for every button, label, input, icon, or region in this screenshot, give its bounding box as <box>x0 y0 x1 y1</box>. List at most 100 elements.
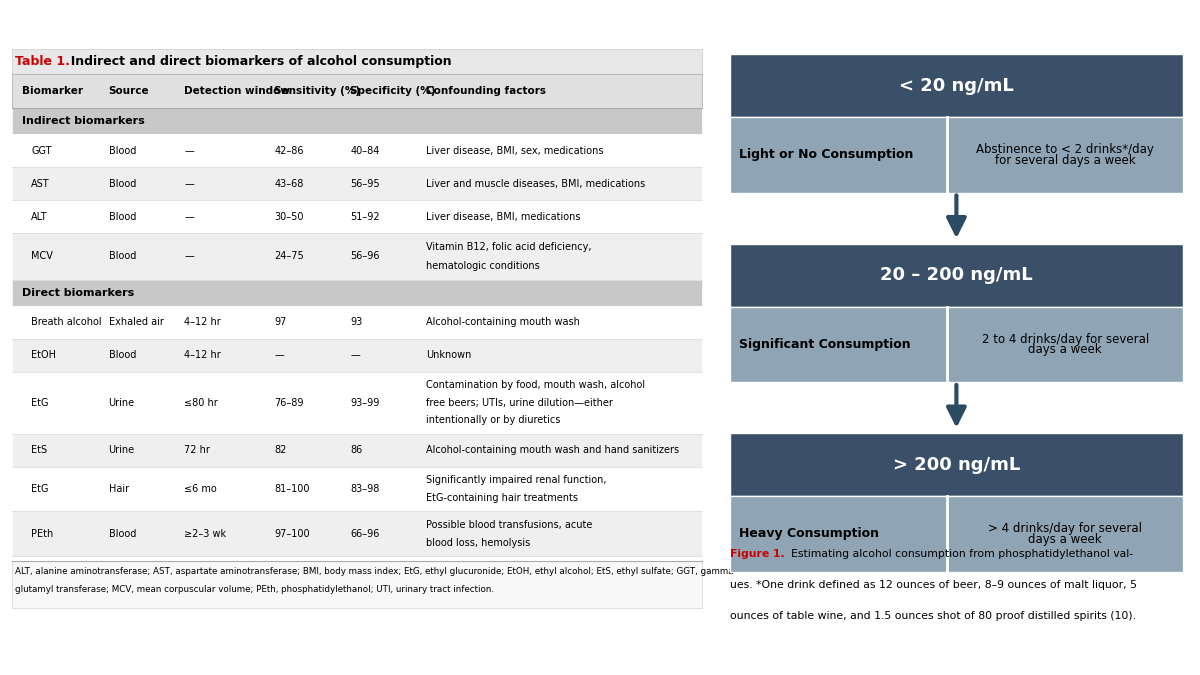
Text: Indirect and direct biomarkers of alcohol consumption: Indirect and direct biomarkers of alcoho… <box>62 55 452 68</box>
Text: Significantly impaired renal function,: Significantly impaired renal function, <box>426 475 606 485</box>
Text: Figure 1.: Figure 1. <box>730 549 785 559</box>
Text: 20 – 200 ng/mL: 20 – 200 ng/mL <box>880 266 1033 284</box>
Text: 86: 86 <box>350 445 362 455</box>
Text: —: — <box>185 179 194 189</box>
Text: Urine: Urine <box>109 445 134 455</box>
Text: days a week: days a week <box>1028 343 1102 356</box>
Text: 56–95: 56–95 <box>350 179 379 189</box>
Bar <box>730 306 1183 382</box>
Text: hematologic conditions: hematologic conditions <box>426 261 540 271</box>
Text: ALT, alanine aminotransferase; AST, aspartate aminotransferase; BMI, body mass i: ALT, alanine aminotransferase; AST, aspa… <box>16 567 737 576</box>
Text: ues. *One drink defined as 12 ounces of beer, 8–9 ounces of malt liquor, 5: ues. *One drink defined as 12 ounces of … <box>730 580 1136 590</box>
Text: Detection window: Detection window <box>185 86 290 97</box>
Text: blood loss, hemolysis: blood loss, hemolysis <box>426 537 530 547</box>
Text: 43–68: 43–68 <box>274 179 304 189</box>
Text: ≤6 mo: ≤6 mo <box>185 484 217 494</box>
Text: Blood: Blood <box>109 146 136 156</box>
Bar <box>730 244 1183 306</box>
Text: Indirect biomarkers: Indirect biomarkers <box>23 116 145 126</box>
Text: < 20 ng/mL: < 20 ng/mL <box>899 76 1014 95</box>
Text: glutamyl transferase; MCV, mean corpuscular volume; PEth, phosphatidylethanol; U: glutamyl transferase; MCV, mean corpuscu… <box>16 585 494 593</box>
Text: EtG-containing hair treatments: EtG-containing hair treatments <box>426 493 578 503</box>
Text: Estimating alcohol consumption from phosphatidylethanol val-: Estimating alcohol consumption from phos… <box>791 549 1133 559</box>
Text: Blood: Blood <box>109 212 136 221</box>
Text: Abstinence to < 2 drinks*/day: Abstinence to < 2 drinks*/day <box>977 143 1154 156</box>
Text: EtG: EtG <box>31 398 49 408</box>
Text: AST: AST <box>31 179 50 189</box>
Text: Liver disease, BMI, medications: Liver disease, BMI, medications <box>426 212 581 221</box>
Text: 93–99: 93–99 <box>350 398 379 408</box>
Text: 82: 82 <box>274 445 287 455</box>
Bar <box>12 371 702 433</box>
Text: 42–86: 42–86 <box>274 146 304 156</box>
Text: Sensitivity (%): Sensitivity (%) <box>274 86 360 97</box>
Text: 72 hr: 72 hr <box>185 445 210 455</box>
Text: Blood: Blood <box>109 350 136 360</box>
Text: Vitamin B12, folic acid deficiency,: Vitamin B12, folic acid deficiency, <box>426 242 592 252</box>
Text: ≤80 hr: ≤80 hr <box>185 398 218 408</box>
Text: Liver and muscle diseases, BMI, medications: Liver and muscle diseases, BMI, medicati… <box>426 179 646 189</box>
Text: —: — <box>274 350 284 360</box>
Text: —: — <box>185 212 194 221</box>
Text: Table 1.: Table 1. <box>16 55 71 68</box>
Bar <box>12 108 702 134</box>
Bar <box>12 200 702 233</box>
Text: PEth: PEth <box>31 529 54 539</box>
Text: Direct biomarkers: Direct biomarkers <box>23 288 134 298</box>
Bar <box>12 74 702 108</box>
Text: 97–100: 97–100 <box>274 529 310 539</box>
Text: Contamination by food, mouth wash, alcohol: Contamination by food, mouth wash, alcoh… <box>426 380 646 390</box>
Text: 76–89: 76–89 <box>274 398 304 408</box>
Text: 56–96: 56–96 <box>350 251 379 261</box>
Text: Urine: Urine <box>109 398 134 408</box>
Text: 40–84: 40–84 <box>350 146 379 156</box>
Bar <box>12 339 702 371</box>
Bar <box>730 117 1183 192</box>
Text: EtG: EtG <box>31 484 49 494</box>
Text: MCV: MCV <box>31 251 53 261</box>
Text: Blood: Blood <box>109 529 136 539</box>
Text: Unknown: Unknown <box>426 350 472 360</box>
Bar <box>12 466 702 511</box>
Bar <box>12 511 702 556</box>
Text: EtOH: EtOH <box>31 350 56 360</box>
Text: Blood: Blood <box>109 251 136 261</box>
Text: Alcohol-containing mouth wash: Alcohol-containing mouth wash <box>426 317 580 327</box>
Text: GGT: GGT <box>31 146 52 156</box>
Text: ounces of table wine, and 1.5 ounces shot of 80 proof distilled spirits (10).: ounces of table wine, and 1.5 ounces sho… <box>730 611 1135 621</box>
Text: > 4 drinks/day for several: > 4 drinks/day for several <box>989 522 1142 535</box>
Text: —: — <box>185 146 194 156</box>
Text: 83–98: 83–98 <box>350 484 379 494</box>
Text: Confounding factors: Confounding factors <box>426 86 546 97</box>
Text: 4–12 hr: 4–12 hr <box>185 350 221 360</box>
Text: Light or No Consumption: Light or No Consumption <box>739 148 913 161</box>
Text: Liver disease, BMI, sex, medications: Liver disease, BMI, sex, medications <box>426 146 604 156</box>
Bar <box>12 561 702 608</box>
Text: free beers; UTIs, urine dilution—either: free beers; UTIs, urine dilution—either <box>426 398 613 408</box>
Bar <box>12 233 702 279</box>
Text: Blood: Blood <box>109 179 136 189</box>
Text: Alcohol-containing mouth wash and hand sanitizers: Alcohol-containing mouth wash and hand s… <box>426 445 679 455</box>
Text: Heavy Consumption: Heavy Consumption <box>739 527 878 541</box>
Text: Source: Source <box>109 86 149 97</box>
Text: EtS: EtS <box>31 445 48 455</box>
Bar <box>730 496 1183 572</box>
Text: Biomarker: Biomarker <box>23 86 83 97</box>
Bar <box>730 54 1183 117</box>
Text: 24–75: 24–75 <box>274 251 304 261</box>
Text: Exhaled air: Exhaled air <box>109 317 163 327</box>
Bar <box>12 134 702 167</box>
Text: ≥2–3 wk: ≥2–3 wk <box>185 529 227 539</box>
Bar <box>12 279 702 306</box>
Bar <box>12 433 702 466</box>
Text: 66–96: 66–96 <box>350 529 379 539</box>
Bar <box>12 167 702 200</box>
Text: 4–12 hr: 4–12 hr <box>185 317 221 327</box>
Text: 51–92: 51–92 <box>350 212 379 221</box>
Text: > 200 ng/mL: > 200 ng/mL <box>893 456 1020 474</box>
Text: days a week: days a week <box>1028 533 1102 546</box>
Text: Breath alcohol: Breath alcohol <box>31 317 102 327</box>
Text: Specificity (%): Specificity (%) <box>350 86 436 97</box>
Text: —: — <box>350 350 360 360</box>
Text: Possible blood transfusions, acute: Possible blood transfusions, acute <box>426 520 593 530</box>
